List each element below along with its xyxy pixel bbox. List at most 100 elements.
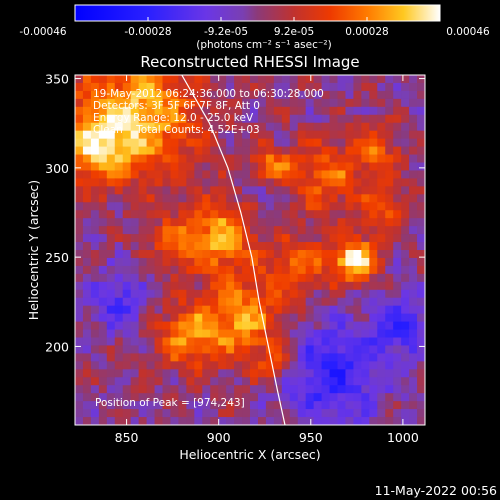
heatmap-cell	[75, 226, 84, 235]
heatmap-cell	[154, 114, 164, 124]
heatmap-cell	[226, 138, 235, 148]
heatmap-cell	[202, 377, 211, 386]
heatmap-cell	[257, 130, 267, 140]
heatmap-cell	[361, 417, 370, 425]
heatmap-cell	[162, 393, 172, 402]
heatmap-cell	[146, 210, 156, 219]
heatmap-cell	[345, 353, 354, 362]
heatmap-cell	[265, 242, 275, 251]
heatmap-cell	[194, 409, 203, 418]
heatmap-cell	[218, 226, 227, 235]
heatmap-cell	[226, 281, 235, 291]
heatmap-cell	[75, 202, 84, 211]
heatmap-cell	[329, 202, 339, 211]
heatmap-cell	[154, 305, 164, 315]
heatmap-cell	[377, 234, 386, 243]
heatmap-cell	[377, 162, 386, 172]
heatmap-cell	[345, 361, 354, 370]
heatmap-cell	[82, 130, 92, 140]
heatmap-cell	[393, 75, 402, 84]
heatmap-cell	[297, 138, 307, 148]
heatmap-cell	[210, 353, 219, 362]
heatmap-cell	[297, 154, 307, 164]
heatmap-cell	[353, 122, 362, 132]
heatmap-cell	[226, 385, 235, 394]
heatmap-cell	[353, 162, 362, 172]
heatmap-cell	[361, 138, 370, 148]
heatmap-cell	[218, 90, 227, 100]
heatmap-cell	[170, 409, 179, 418]
heatmap-cell	[226, 377, 235, 386]
heatmap-cell	[106, 122, 116, 132]
heatmap-cell	[361, 313, 370, 323]
heatmap-cell	[265, 377, 275, 386]
heatmap-cell	[106, 186, 116, 195]
heatmap-cell	[369, 257, 378, 267]
heatmap-cell	[138, 90, 148, 100]
heatmap-cell	[377, 202, 386, 211]
heatmap-cell	[146, 265, 156, 275]
heatmap-cell	[305, 353, 315, 362]
heatmap-cell	[122, 385, 132, 394]
heatmap-cell	[82, 281, 92, 291]
heatmap-cell	[409, 146, 418, 156]
heatmap-cell	[281, 265, 291, 275]
heatmap-cell	[114, 98, 124, 108]
heatmap-cell	[265, 202, 275, 211]
heatmap-cell	[138, 313, 148, 323]
heatmap-cell	[130, 409, 140, 418]
heatmap-cell	[202, 234, 211, 243]
heatmap-cell	[170, 377, 179, 386]
heatmap-cell	[75, 297, 84, 307]
heatmap-cell	[162, 226, 172, 235]
colorbar-tick-label: -0.00046	[19, 26, 67, 38]
heatmap-cell	[98, 417, 108, 425]
heatmap-cell	[122, 242, 132, 251]
heatmap-cell	[75, 218, 84, 227]
heatmap-cell	[162, 337, 172, 347]
heatmap-cell	[321, 353, 331, 362]
heatmap-cell	[178, 409, 187, 418]
heatmap-cell	[178, 250, 187, 259]
heatmap-cell	[218, 250, 227, 259]
heatmap-cell	[305, 242, 315, 251]
heatmap-cell	[417, 361, 425, 370]
heatmap-cell	[90, 313, 100, 323]
heatmap-cell	[178, 313, 187, 323]
heatmap-cell	[154, 257, 164, 267]
heatmap-cell	[114, 345, 124, 354]
heatmap-cell	[345, 265, 354, 275]
heatmap-cell	[273, 202, 283, 211]
heatmap-cell	[90, 353, 100, 362]
heatmap-cell	[409, 329, 418, 339]
heatmap-cell	[361, 122, 370, 132]
heatmap-cell	[353, 265, 362, 275]
heatmap-cell	[202, 305, 211, 315]
heatmap-cell	[337, 377, 347, 386]
heatmap-cell	[321, 186, 331, 195]
heatmap-cell	[114, 257, 124, 267]
heatmap-cell	[297, 130, 307, 140]
heatmap-cell	[361, 130, 370, 140]
heatmap-cell	[305, 377, 315, 386]
heatmap-cell	[305, 146, 315, 156]
heatmap-cell	[114, 218, 124, 227]
heatmap-cell	[281, 321, 291, 331]
heatmap-cell	[170, 154, 179, 164]
heatmap-cell	[417, 234, 425, 243]
heatmap-cell	[257, 265, 267, 275]
heatmap-cell	[218, 297, 227, 307]
heatmap-cell	[313, 409, 323, 418]
heatmap-cell	[393, 194, 402, 203]
heatmap-cell	[353, 297, 362, 307]
heatmap-cell	[321, 234, 331, 243]
heatmap-cell	[417, 218, 425, 227]
heatmap-cell	[234, 114, 243, 124]
heatmap-cell	[218, 154, 227, 164]
heatmap-cell	[218, 417, 227, 425]
heatmap-cell	[361, 75, 370, 84]
heatmap-cell	[305, 114, 315, 124]
heatmap-cell	[90, 98, 100, 108]
heatmap-cell	[106, 130, 116, 140]
heatmap-cell	[98, 130, 108, 140]
